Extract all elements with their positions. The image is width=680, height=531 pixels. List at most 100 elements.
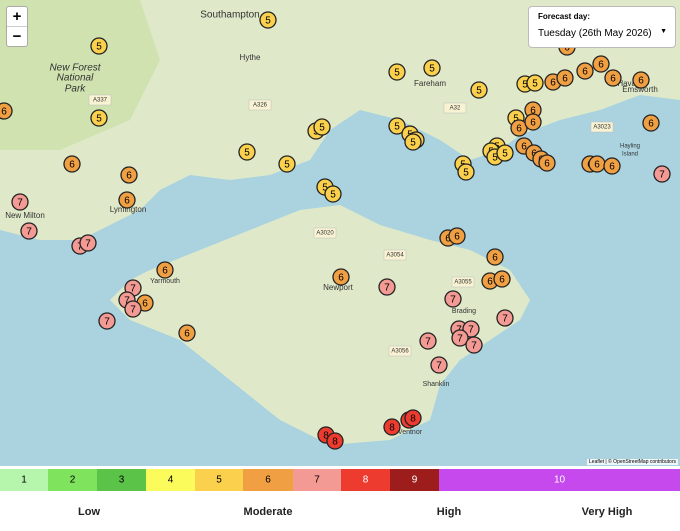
marker: [118, 191, 136, 209]
scale-swatch: [341, 469, 390, 491]
marker-label: 6: [1, 107, 7, 118]
marker-label: 7: [450, 295, 456, 306]
scale-label: 10: [554, 475, 566, 486]
marker: [470, 81, 488, 99]
marker-label: 8: [332, 437, 338, 448]
marker-label: 5: [502, 149, 508, 160]
marker: [388, 63, 406, 81]
forecast-select[interactable]: Forecast day: Tuesday (26th May 2026) ▼: [528, 6, 676, 48]
marker-label: 5: [463, 168, 469, 179]
scale-swatch: [0, 469, 48, 491]
marker-label: 5: [522, 80, 528, 91]
marker: [496, 309, 514, 327]
scale-label: 9: [412, 475, 418, 486]
marker-label: 6: [338, 273, 344, 284]
marker: [326, 432, 344, 450]
place-label: Southampton: [200, 10, 260, 21]
marker: [592, 55, 610, 73]
marker: [632, 71, 650, 89]
scale-swatch: [439, 469, 680, 491]
marker: [496, 144, 514, 162]
band-label: Low: [78, 506, 100, 518]
marker-label: 6: [487, 277, 493, 288]
marker-label: 8: [410, 414, 416, 425]
place-label: Yarmouth: [150, 278, 180, 285]
marker-label: 6: [530, 118, 536, 129]
marker-label: 7: [26, 227, 32, 238]
marker-label: 7: [384, 283, 390, 294]
marker: [383, 418, 401, 436]
marker-label: 6: [564, 43, 570, 54]
band-label: Moderate: [244, 506, 293, 518]
marker: [448, 227, 466, 245]
marker: [278, 155, 296, 173]
zoom-in[interactable]: +: [12, 8, 22, 25]
marker-label: 5: [96, 42, 102, 53]
marker-label: 6: [609, 162, 615, 173]
marker: [404, 409, 422, 427]
attribution: Leaflet | © OpenStreetMap contributors: [587, 459, 678, 465]
marker-label: 8: [323, 431, 329, 442]
place-label: Hayling: [620, 144, 640, 150]
marker: [63, 155, 81, 173]
road-label: A3056: [391, 349, 409, 355]
scale-label: 7: [314, 475, 320, 486]
road-badge: [451, 276, 475, 288]
isle-of-wight: [110, 205, 530, 445]
scale-label: 5: [216, 475, 222, 486]
marker-label: 6: [550, 78, 556, 89]
scale-swatch: [243, 469, 293, 491]
marker-label: 6: [530, 106, 536, 117]
marker: [653, 165, 671, 183]
marker-label: 6: [126, 171, 132, 182]
marker-label: 5: [532, 79, 538, 90]
marker: [604, 69, 622, 87]
scale-label: 6: [265, 475, 271, 486]
marker-label: 6: [582, 67, 588, 78]
marker: [524, 113, 542, 131]
marker-label: 7: [77, 242, 83, 253]
marker: [419, 332, 437, 350]
marker: [576, 62, 594, 80]
zoom-control: + −: [6, 6, 28, 47]
marker: [324, 185, 342, 203]
place-label: Fareham: [414, 79, 446, 88]
scale-swatch: [390, 469, 439, 491]
marker-label: 6: [124, 196, 130, 207]
scale-swatch: [48, 469, 97, 491]
marker-label: 7: [457, 334, 463, 345]
place-label: New Milton: [5, 211, 45, 220]
marker-label: 5: [410, 138, 416, 149]
marker-label: 6: [610, 74, 616, 85]
road-badge: [248, 99, 272, 111]
marker-label: 6: [454, 232, 460, 243]
marker-label: 6: [544, 159, 550, 170]
marker: [451, 329, 469, 347]
marker-label: 6: [184, 329, 190, 340]
marker: [90, 37, 108, 55]
marker: [259, 11, 277, 29]
marker-label: 5: [476, 86, 482, 97]
place-label: Shanklin: [423, 381, 450, 388]
road-label: A3055: [454, 280, 472, 286]
zoom-out[interactable]: −: [7, 26, 27, 46]
place-label: Ventnor: [398, 429, 423, 436]
marker: [388, 117, 406, 135]
marker-label: 6: [638, 76, 644, 87]
marker: [465, 336, 483, 354]
marker-label: 5: [265, 16, 271, 27]
marker: [332, 268, 350, 286]
band-label: Very High: [582, 506, 633, 518]
marker: [444, 290, 462, 308]
marker: [538, 154, 556, 172]
marker: [404, 133, 422, 151]
road-label: A32: [450, 106, 461, 112]
road-label: A337: [93, 98, 108, 104]
marker-label: 5: [394, 68, 400, 79]
scale-label: 1: [21, 475, 27, 486]
place-label: National: [57, 73, 94, 84]
place-label: Island: [622, 152, 638, 158]
road-label: A3054: [386, 253, 404, 259]
marker: [457, 163, 475, 181]
